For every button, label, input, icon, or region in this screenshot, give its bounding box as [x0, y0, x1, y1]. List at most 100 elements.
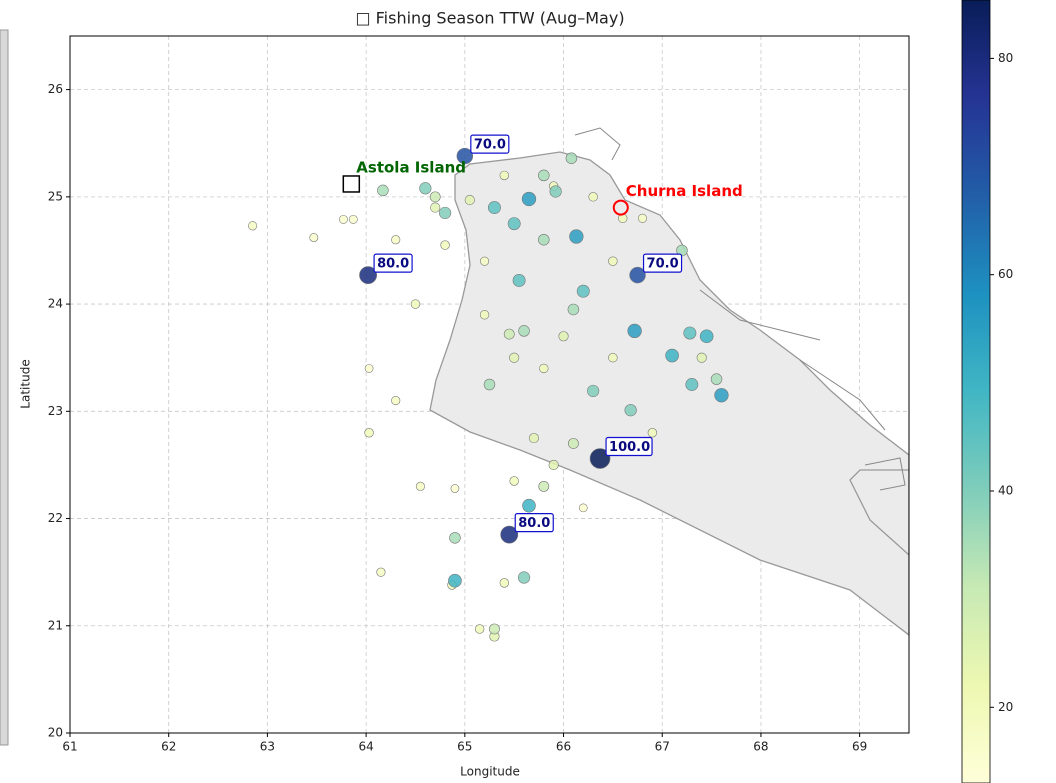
point — [637, 213, 648, 223]
land — [429, 151, 909, 636]
point — [248, 221, 258, 231]
point — [359, 266, 377, 285]
point — [538, 480, 550, 492]
place-marker — [342, 175, 361, 193]
point — [517, 571, 531, 584]
x-tick-label: 64 — [358, 740, 373, 754]
point — [696, 352, 707, 363]
point — [627, 323, 642, 339]
point — [364, 364, 374, 373]
coastline — [574, 127, 906, 491]
point — [509, 352, 520, 363]
point — [624, 404, 637, 417]
point — [549, 185, 562, 198]
point — [538, 169, 550, 182]
point — [665, 348, 679, 363]
point — [489, 623, 500, 635]
point — [438, 206, 452, 220]
point — [456, 147, 474, 165]
point — [429, 191, 441, 203]
point — [558, 331, 569, 342]
point — [714, 388, 729, 403]
point — [391, 396, 401, 406]
x-tick-label: 67 — [655, 740, 670, 754]
annotation: 80.0 — [518, 516, 550, 531]
point — [539, 363, 549, 374]
point — [567, 303, 580, 316]
x-axis-label: Longitude — [460, 765, 520, 779]
point — [699, 329, 714, 344]
x-tick-label: 65 — [457, 740, 472, 754]
colorbar-tick-label: 60 — [998, 267, 1013, 281]
point — [647, 428, 658, 438]
x-tick-label: 68 — [753, 740, 768, 754]
point — [576, 284, 590, 298]
point — [521, 191, 537, 207]
x-tick-label: 61 — [62, 740, 77, 754]
point — [464, 195, 475, 206]
point — [608, 352, 618, 363]
colorbar-tick-label: 80 — [998, 51, 1013, 65]
place-label: Churna Island — [626, 182, 743, 200]
point — [376, 567, 386, 577]
point — [479, 310, 490, 320]
point — [419, 182, 432, 195]
y-tick-label: 21 — [48, 618, 63, 632]
point — [338, 214, 348, 224]
annotation-box — [514, 513, 554, 533]
point — [450, 484, 460, 493]
point — [507, 217, 521, 231]
point — [512, 274, 526, 287]
annotation-box — [605, 436, 653, 457]
point — [587, 384, 600, 398]
place-marker — [612, 199, 629, 216]
point — [568, 438, 579, 449]
x-tick-label: 69 — [852, 740, 867, 754]
point — [538, 233, 550, 246]
place-label: Astola Island — [356, 158, 466, 176]
annotation: 70.0 — [647, 257, 679, 272]
point — [685, 378, 699, 391]
point — [410, 299, 421, 309]
y-tick-label: 25 — [48, 189, 63, 203]
point — [483, 378, 496, 391]
point — [391, 235, 401, 245]
point — [548, 459, 559, 470]
point — [377, 184, 389, 197]
colorbar — [961, 0, 991, 783]
plot-frame — [69, 35, 910, 734]
point — [569, 229, 584, 244]
point — [430, 202, 441, 213]
point — [449, 532, 461, 544]
point — [629, 266, 646, 284]
point — [528, 433, 539, 444]
chart-title: □ Fishing Season TTW (Aug–May) — [355, 9, 624, 28]
point — [683, 326, 697, 340]
point — [710, 373, 723, 385]
annotation-box — [470, 134, 510, 154]
colorbar-tick-label: 20 — [998, 700, 1013, 714]
point — [608, 256, 618, 266]
point — [480, 256, 490, 266]
x-tick-label: 63 — [260, 740, 275, 754]
point — [309, 233, 319, 243]
y-tick-label: 26 — [48, 82, 63, 96]
annotation: 80.0 — [377, 257, 409, 272]
point — [509, 476, 519, 486]
point — [440, 240, 450, 250]
annotation-box — [373, 253, 413, 273]
colorbar-tick-label: 40 — [998, 483, 1013, 497]
x-tick-label: 66 — [556, 740, 571, 754]
point — [500, 525, 519, 544]
point — [565, 152, 578, 164]
y-axis-label: Latitude — [19, 359, 33, 408]
point — [499, 578, 510, 588]
point — [364, 428, 374, 438]
x-tick-label: 62 — [161, 740, 176, 754]
point — [578, 503, 588, 513]
point — [518, 325, 530, 337]
annotation: 70.0 — [474, 138, 506, 153]
point — [499, 170, 510, 181]
annotation: 100.0 — [609, 440, 650, 455]
